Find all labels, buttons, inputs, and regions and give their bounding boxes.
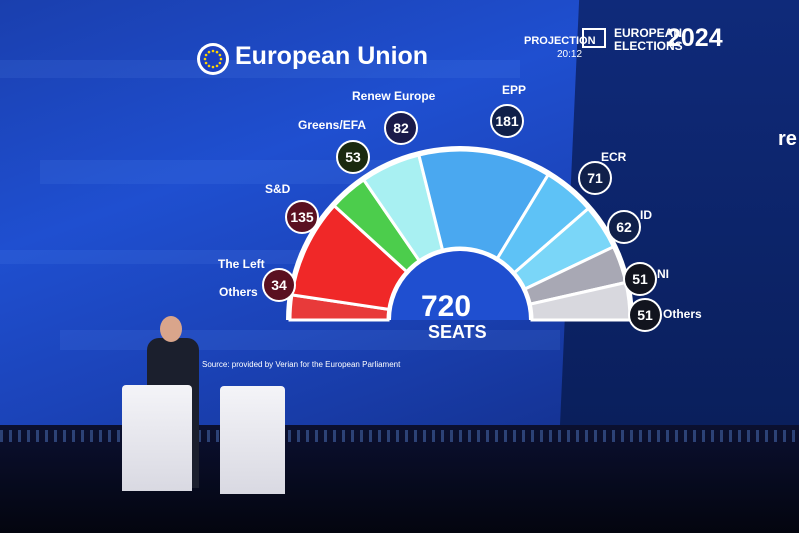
party-label-epp: EPP — [502, 83, 527, 97]
projection-label: PROJECTION — [524, 35, 596, 47]
elections-line1: EUROPEAN — [614, 26, 683, 40]
eu-star-icon — [211, 49, 215, 53]
party-label-sd: S&D — [265, 182, 291, 196]
eu-title: European Union — [235, 42, 429, 70]
podium-left — [122, 385, 192, 491]
display-screen: European Union PROJECTION 20:12 EUROPEAN… — [0, 0, 799, 425]
eu-star-icon — [204, 61, 208, 65]
eu-stars-icon — [203, 49, 223, 69]
badge-epp: 181 — [490, 104, 524, 138]
party-label-the-left: The Left — [218, 257, 265, 271]
stage-lights — [0, 430, 799, 442]
badge-sd: 135 — [285, 200, 319, 234]
party-label-ni: NI — [657, 267, 669, 281]
eu-star-icon — [219, 57, 223, 61]
total-seats-number: 720 — [421, 290, 472, 323]
projection-time: 20:12 — [557, 49, 583, 60]
eu-star-icon — [215, 64, 219, 68]
eu-star-icon — [207, 50, 211, 54]
source-note: Source: provided by Verian for the Europ… — [202, 360, 401, 369]
badge-ni: 51 — [623, 262, 657, 296]
party-label-renew: Renew Europe — [352, 89, 436, 103]
screen-stripe — [0, 60, 520, 78]
party-label-greens: Greens/EFA — [298, 118, 367, 132]
hemicycle-segment-others — [528, 280, 632, 322]
badge-the-left: 34 — [262, 268, 296, 302]
badge-ecr: 71 — [578, 161, 612, 195]
party-label-others-right: Others — [663, 307, 702, 321]
badge-greens: 53 — [336, 140, 370, 174]
eu-star-icon — [215, 50, 219, 54]
podium-right — [220, 386, 285, 494]
badge-id: 62 — [607, 210, 641, 244]
eu-star-icon — [218, 53, 222, 57]
party-label-others-left: Others — [219, 285, 258, 299]
party-label-ecr: ECR — [601, 150, 627, 164]
elections-year: 2024 — [667, 24, 723, 52]
eu-star-icon — [218, 61, 222, 65]
ballot-box-icon — [582, 28, 606, 48]
badge-others-right: 51 — [628, 298, 662, 332]
hemicycle-center — [391, 251, 529, 320]
total-seats-label: SEATS — [428, 322, 487, 342]
speaker-head — [160, 316, 182, 342]
partial-word: re — [778, 128, 797, 150]
eu-star-icon — [211, 65, 215, 69]
seat-hemicycle-chart — [286, 146, 634, 322]
badge-renew: 82 — [384, 111, 418, 145]
eu-star-icon — [203, 57, 207, 61]
party-label-id: ID — [640, 208, 652, 222]
eu-star-icon — [207, 64, 211, 68]
eu-star-icon — [204, 53, 208, 57]
elections-line2: ELECTIONS — [614, 39, 683, 53]
right-side-panel — [560, 0, 799, 425]
